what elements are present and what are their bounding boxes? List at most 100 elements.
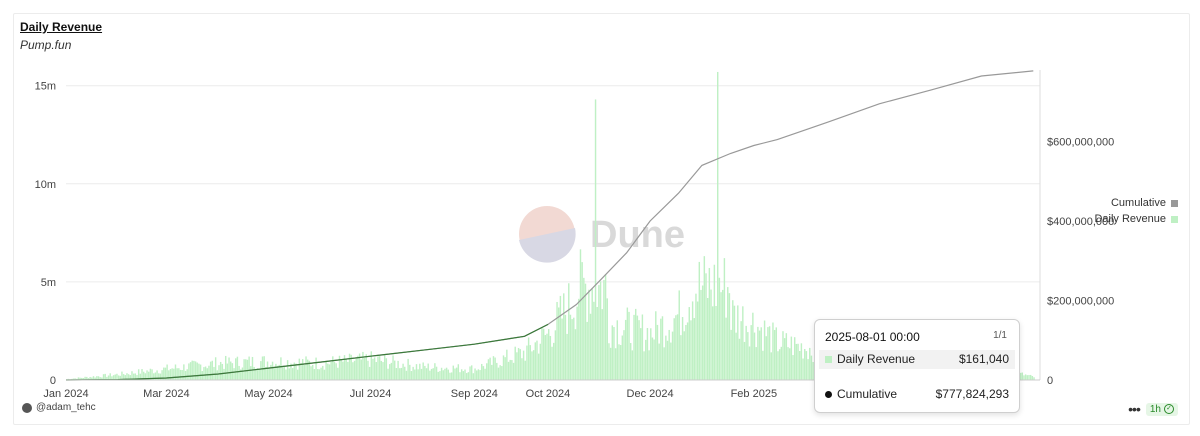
daily-revenue-bar: [619, 345, 622, 380]
daily-revenue-bar: [564, 314, 567, 380]
daily-revenue-bar: [718, 277, 721, 380]
daily-revenue-bar: [410, 371, 413, 380]
daily-revenue-bar: [94, 377, 96, 380]
daily-revenue-bar: [584, 283, 587, 380]
daily-revenue-bar: [136, 375, 138, 380]
daily-revenue-bar: [601, 309, 603, 380]
daily-revenue-bar: [298, 358, 301, 380]
daily-revenue-bar: [758, 330, 761, 380]
daily-revenue-bar: [404, 366, 406, 380]
daily-revenue-bar: [775, 327, 778, 380]
daily-revenue-bar: [176, 368, 178, 380]
daily-revenue-bar: [464, 369, 466, 380]
daily-revenue-bar: [148, 371, 150, 380]
daily-revenue-bar: [395, 368, 398, 380]
daily-revenue-bar: [666, 340, 669, 380]
daily-revenue-bar: [713, 264, 716, 380]
daily-revenue-bar: [111, 376, 113, 380]
daily-revenue-bar: [549, 335, 552, 380]
daily-revenue-bar: [680, 335, 682, 380]
daily-revenue-bar: [676, 314, 679, 380]
daily-revenue-bar: [621, 335, 624, 380]
daily-revenue-bar: [477, 369, 480, 380]
daily-revenue-bar: [370, 351, 373, 380]
daily-revenue-bar: [660, 318, 662, 380]
daily-revenue-bar: [228, 357, 230, 380]
legend-item-cumulative[interactable]: Cumulative: [1094, 195, 1178, 211]
daily-revenue-bar: [767, 327, 769, 380]
daily-revenue-bar: [79, 377, 81, 380]
daily-revenue-bar: [179, 369, 182, 380]
tooltip-row-cumulative: Cumulative $777,824,293: [825, 387, 1009, 401]
daily-revenue-bar: [755, 347, 757, 380]
daily-revenue-bar: [618, 344, 620, 380]
daily-revenue-bar: [472, 373, 475, 380]
daily-revenue-bar: [593, 301, 595, 380]
refresh-badge[interactable]: 1h ✓: [1145, 402, 1178, 416]
daily-revenue-bar: [266, 361, 269, 380]
daily-revenue-bar: [571, 319, 573, 380]
daily-revenue-bar: [626, 307, 629, 380]
daily-revenue-bar: [286, 360, 289, 380]
daily-revenue-bar: [691, 301, 694, 380]
daily-revenue-bar: [226, 363, 229, 380]
daily-revenue-bar: [333, 361, 336, 380]
daily-revenue-bar: [104, 373, 106, 380]
daily-revenue-bar: [301, 359, 304, 380]
author[interactable]: @adam_tehc: [22, 402, 96, 413]
daily-revenue-bar: [161, 370, 163, 380]
daily-revenue-bar: [574, 329, 577, 380]
daily-revenue-bar: [400, 367, 403, 380]
tooltip-daily-label: Daily Revenue: [837, 352, 916, 366]
daily-revenue-bar: [245, 359, 247, 380]
daily-revenue-bar: [106, 376, 108, 380]
chart-subtitle: Pump.fun: [20, 38, 72, 52]
daily-revenue-bar: [142, 371, 145, 380]
more-dots-icon[interactable]: •••: [1128, 401, 1141, 417]
daily-revenue-bar: [126, 373, 128, 380]
daily-revenue-bar: [159, 373, 162, 380]
daily-revenue-bar: [87, 378, 90, 380]
daily-revenue-bar: [603, 280, 605, 380]
daily-revenue-bar: [74, 378, 76, 380]
daily-revenue-bar: [357, 355, 359, 380]
daily-revenue-bar: [312, 364, 314, 380]
daily-revenue-bar: [479, 370, 481, 380]
daily-revenue-bar: [112, 375, 115, 380]
daily-revenue-bar: [757, 326, 759, 380]
daily-revenue-bar: [636, 315, 639, 380]
daily-revenue-bar: [740, 321, 742, 380]
daily-revenue-bar: [427, 363, 429, 380]
daily-revenue-bar: [342, 361, 344, 380]
daily-revenue-bar: [96, 376, 98, 380]
daily-revenue-bar: [723, 258, 726, 380]
daily-revenue-bar: [235, 358, 237, 380]
chart-title[interactable]: Daily Revenue: [20, 20, 103, 34]
daily-revenue-bar: [221, 363, 224, 380]
daily-revenue-bar: [340, 359, 342, 380]
daily-revenue-bar: [283, 367, 285, 380]
daily-revenue-bar: [442, 370, 444, 380]
daily-revenue-bar: [772, 322, 774, 380]
daily-revenue-bar: [198, 363, 200, 380]
daily-revenue-bar: [325, 361, 327, 380]
daily-revenue-bar: [415, 364, 418, 380]
daily-revenue-bar: [685, 325, 687, 380]
daily-revenue-bar: [665, 335, 667, 380]
daily-revenue-bar: [363, 357, 366, 380]
daily-revenue-bar: [506, 349, 508, 380]
daily-revenue-bar: [131, 371, 133, 380]
daily-revenue-bar: [134, 373, 137, 380]
daily-revenue-bar: [343, 355, 346, 380]
daily-revenue-bar: [474, 368, 476, 380]
daily-revenue-bar: [86, 376, 88, 380]
daily-revenue-bar: [293, 362, 296, 380]
daily-revenue-bar: [606, 298, 608, 380]
daily-revenue-bar: [608, 343, 610, 380]
daily-revenue-bar: [420, 368, 423, 380]
daily-revenue-bar: [554, 330, 557, 380]
daily-revenue-bar: [119, 375, 121, 380]
legend-item-daily[interactable]: Daily Revenue: [1094, 211, 1178, 227]
daily-revenue-bar: [797, 343, 799, 380]
